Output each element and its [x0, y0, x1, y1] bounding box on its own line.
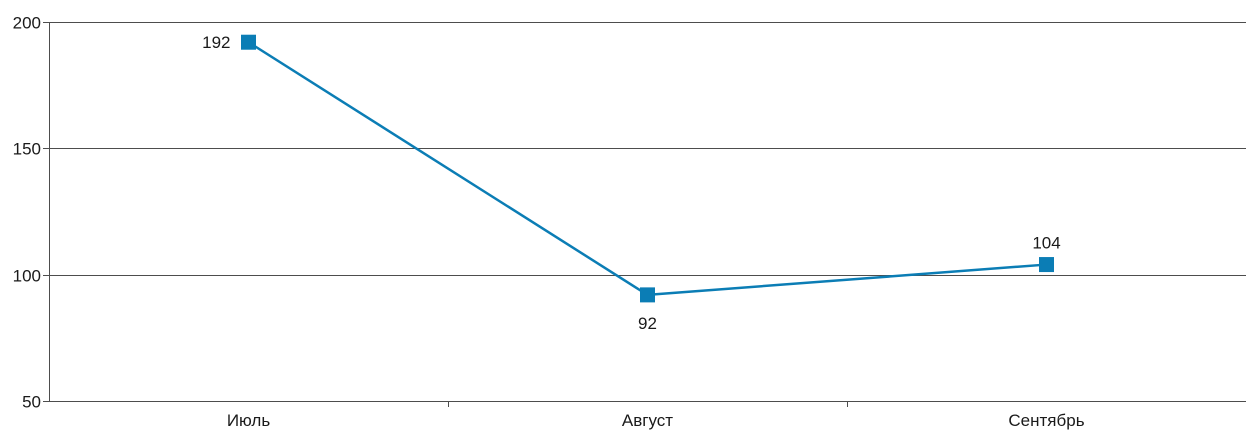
y-tick-label: 50	[22, 393, 41, 412]
data-point-marker	[1039, 257, 1054, 273]
data-label: 104	[1032, 234, 1060, 253]
data-point-marker	[640, 287, 655, 303]
gridlines	[49, 22, 1246, 276]
data-point-marker	[241, 34, 256, 50]
series-line	[247, 41, 1047, 297]
axes	[43, 22, 1246, 407]
y-tick-label: 100	[13, 267, 41, 286]
data-label: 92	[638, 314, 657, 333]
x-tick-label: Июль	[227, 411, 271, 430]
y-tick-label: 150	[13, 140, 41, 159]
data-labels: 192 92 104	[202, 33, 1061, 333]
data-label: 192	[202, 33, 230, 52]
series	[241, 34, 1054, 303]
x-tick-label: Сентябрь	[1008, 411, 1084, 430]
y-tick-label: 200	[13, 14, 41, 33]
y-axis-tick-labels: 50 100 150 200	[13, 14, 41, 412]
x-tick-label: Август	[622, 411, 673, 430]
x-axis-tick-labels: Июль Август Сентябрь	[227, 411, 1085, 430]
